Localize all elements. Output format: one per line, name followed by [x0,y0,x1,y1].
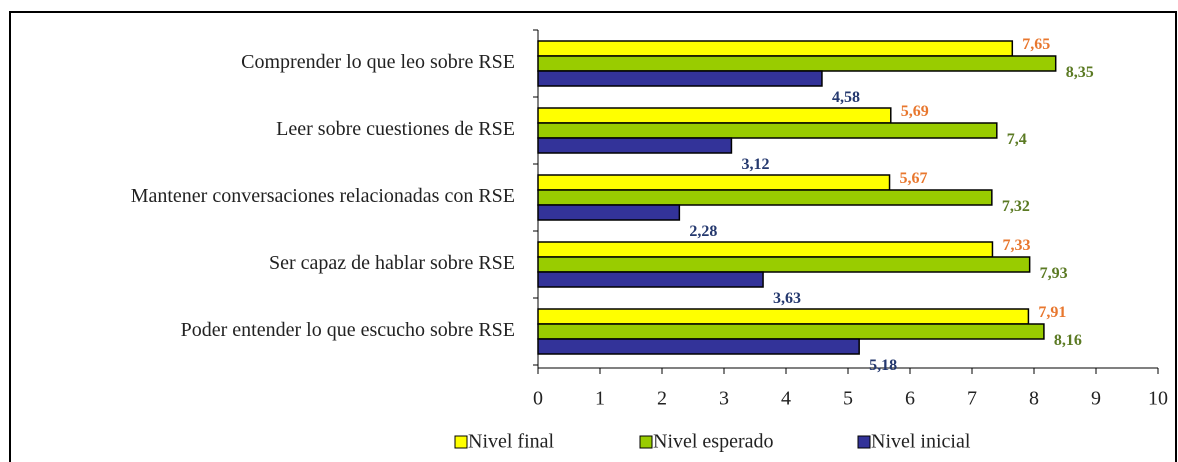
bar [537,55,1057,72]
bar [537,137,733,154]
x-tick-label: 4 [781,388,791,410]
legend-label: Nivel inicial [871,431,971,453]
category-label: Comprender lo que leo sobre RSE [241,51,515,73]
category-label: Mantener conversaciones relacionadas con… [131,185,515,207]
x-tick-label: 1 [595,388,605,410]
bar [537,107,892,124]
value-label: 5,67 [900,170,928,187]
x-tick-label: 8 [1029,388,1039,410]
x-tick-label: 5 [843,388,853,410]
bar [537,70,823,87]
legend-swatch [857,435,871,449]
bar [537,271,764,288]
bar [537,122,998,139]
legend-label: Nivel esperado [653,431,774,453]
bar [537,338,860,355]
legend-swatch [454,435,468,449]
x-tick-label: 3 [719,388,729,410]
value-label: 7,32 [1002,198,1030,215]
value-label: 3,63 [773,290,801,307]
value-label: 8,16 [1054,332,1082,349]
value-label: 7,4 [1007,131,1027,148]
x-tick-label: 10 [1148,388,1168,410]
category-label: Poder entender lo que escucho sobre RSE [181,319,515,341]
value-label: 4,58 [832,89,860,106]
value-label: 7,65 [1022,36,1050,53]
value-label: 2,28 [689,223,717,240]
bar [537,204,681,221]
value-label: 7,93 [1040,265,1068,282]
category-label: Ser capaz de hablar sobre RSE [269,252,515,274]
x-tick-label: 9 [1091,388,1101,410]
bar [537,241,994,258]
category-label: Leer sobre cuestiones de RSE [276,118,515,140]
frame [9,11,1177,462]
value-label: 5,18 [869,357,897,374]
bar [537,40,1014,57]
x-tick-label: 2 [657,388,667,410]
x-tick-label: 0 [533,388,543,410]
bar [537,189,993,206]
legend-label: Nivel final [468,431,555,453]
x-tick-label: 6 [905,388,915,410]
bar [537,308,1030,325]
value-label: 3,12 [741,156,769,173]
x-tick-label: 7 [967,388,977,410]
legend-swatch [639,435,653,449]
value-label: 8,35 [1066,64,1094,81]
bar [537,174,891,191]
value-label: 5,69 [901,103,929,120]
bar [537,323,1045,340]
value-label: 7,91 [1038,304,1066,321]
value-label: 7,33 [1002,237,1030,254]
bar [537,256,1031,273]
